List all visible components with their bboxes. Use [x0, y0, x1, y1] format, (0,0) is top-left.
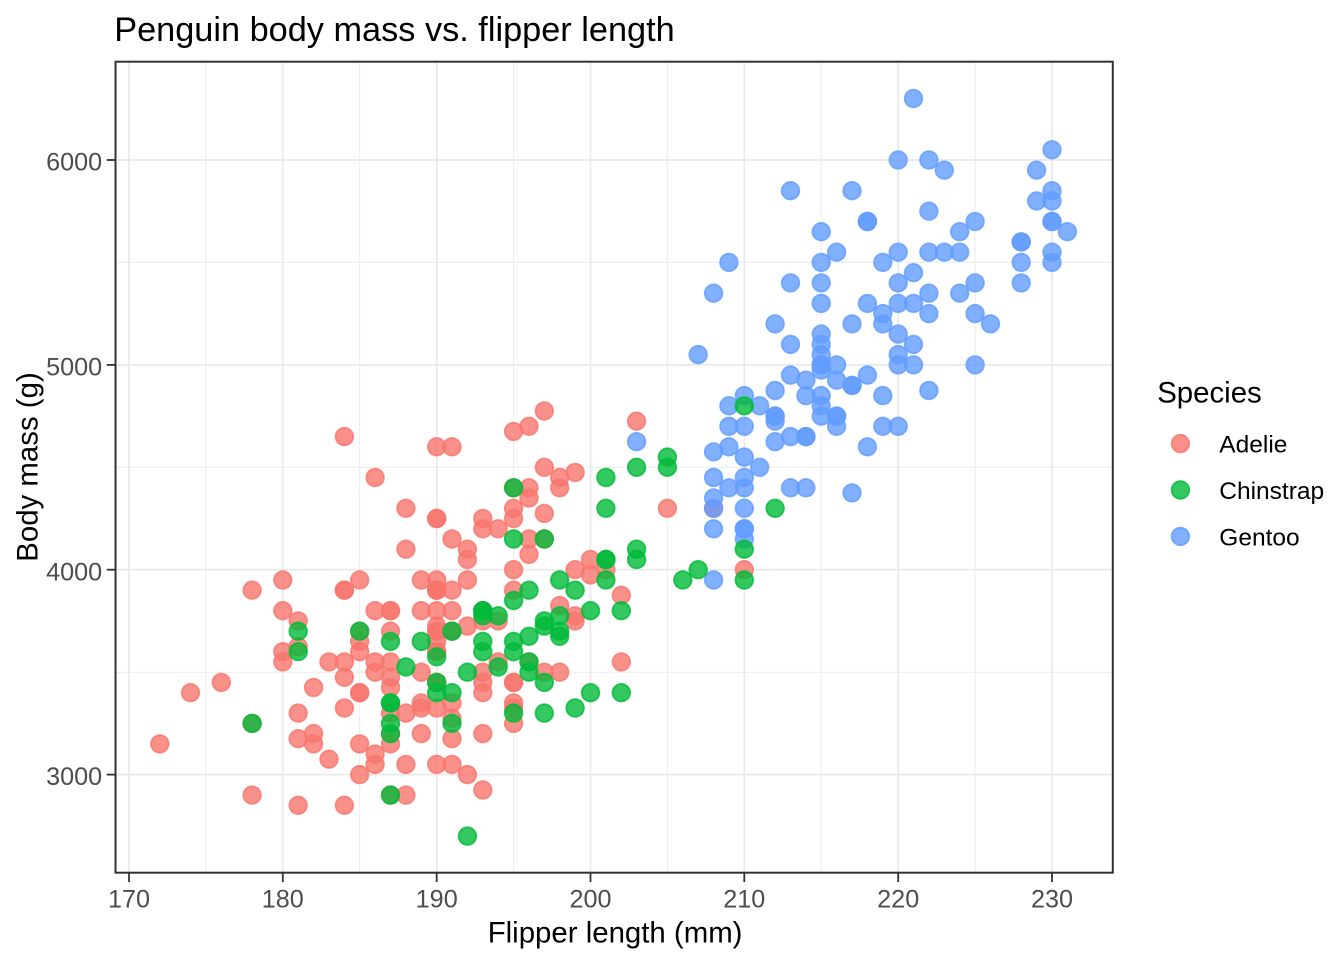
- svg-text:220: 220: [877, 886, 919, 914]
- svg-text:170: 170: [108, 886, 150, 914]
- svg-text:200: 200: [569, 886, 611, 914]
- svg-text:Gentoo: Gentoo: [1219, 524, 1299, 551]
- svg-text:4000: 4000: [46, 558, 102, 586]
- svg-text:210: 210: [723, 886, 765, 914]
- svg-text:3000: 3000: [46, 763, 102, 791]
- svg-text:Flipper length (mm): Flipper length (mm): [488, 917, 743, 950]
- svg-text:Penguin body mass vs. flipper: Penguin body mass vs. flipper length: [114, 11, 675, 49]
- svg-text:6000: 6000: [46, 149, 102, 177]
- svg-text:Body mass (g): Body mass (g): [11, 372, 44, 561]
- svg-text:5000: 5000: [46, 354, 102, 382]
- svg-text:230: 230: [1031, 886, 1073, 914]
- svg-text:190: 190: [416, 886, 458, 914]
- svg-text:Chinstrap: Chinstrap: [1219, 478, 1324, 505]
- svg-text:Species: Species: [1157, 377, 1262, 410]
- svg-text:Adelie: Adelie: [1219, 432, 1287, 459]
- svg-text:180: 180: [262, 886, 304, 914]
